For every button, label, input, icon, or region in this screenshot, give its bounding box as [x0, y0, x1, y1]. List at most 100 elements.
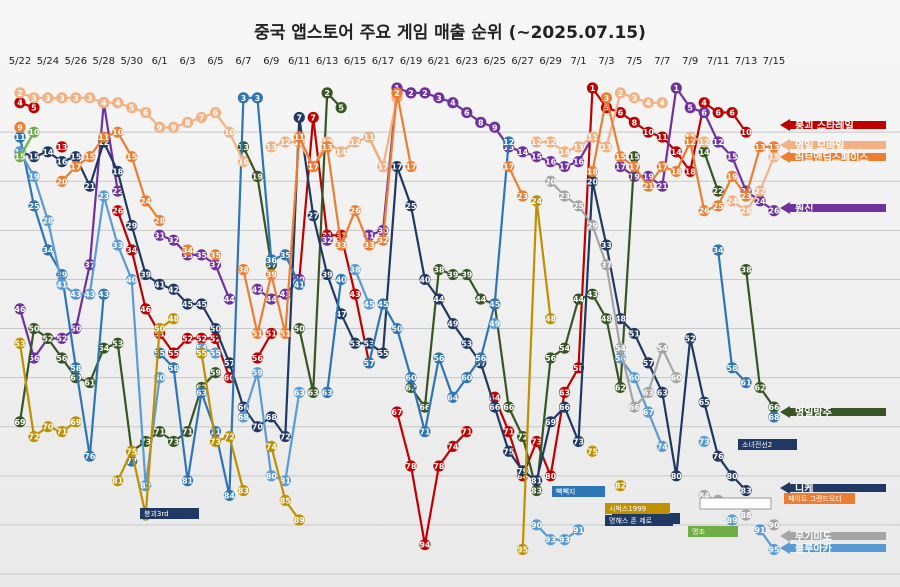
series-7: 9201715111015242834353851395111171333263… — [14, 87, 780, 340]
data-point — [531, 475, 543, 487]
data-point — [56, 141, 68, 153]
data-label: 66 — [489, 403, 501, 412]
data-point — [405, 372, 417, 384]
data-label: 52 — [182, 334, 193, 343]
data-point — [614, 106, 627, 119]
data-point — [670, 146, 682, 158]
data-label: 18 — [671, 167, 683, 176]
data-label: 58 — [168, 364, 180, 373]
data-label: 71 — [503, 428, 515, 437]
data-label: 35 — [210, 251, 222, 260]
data-label: 66 — [238, 403, 250, 412]
data-point — [698, 146, 710, 158]
x-tick-label: 6/3 — [180, 56, 196, 67]
data-label: 63 — [643, 388, 654, 397]
data-label: 84 — [699, 491, 711, 500]
data-label: 13 — [266, 143, 277, 152]
data-point — [628, 170, 640, 182]
data-point — [56, 278, 68, 290]
data-label: 60 — [224, 374, 236, 383]
data-point — [531, 519, 543, 531]
data-label: 33 — [112, 241, 123, 250]
data-point — [572, 293, 585, 305]
data-point — [628, 116, 640, 128]
data-point — [14, 337, 26, 349]
data-point — [14, 303, 26, 315]
data-point — [223, 126, 236, 138]
data-label: 68 — [238, 413, 250, 422]
x-tick-label: 5/30 — [120, 56, 142, 67]
data-point — [321, 234, 333, 246]
data-point — [503, 401, 515, 413]
data-point — [56, 426, 68, 438]
data-point — [265, 254, 277, 266]
data-label: 6 — [701, 109, 707, 118]
data-point — [237, 264, 250, 276]
data-point — [181, 475, 194, 487]
data-point — [531, 484, 543, 497]
data-point — [181, 426, 194, 438]
data-label: 26 — [350, 207, 362, 216]
legend-label: 명일 모바일 — [795, 139, 844, 152]
x-tick-label: 6/15 — [344, 56, 366, 67]
series-line — [549, 180, 678, 409]
data-point — [377, 347, 389, 359]
data-point — [740, 509, 752, 521]
data-label: 11 — [364, 133, 376, 142]
legend-arrow — [780, 406, 886, 418]
data-point — [335, 146, 347, 158]
data-label: 69 — [70, 418, 82, 427]
data-label: 78 — [433, 462, 445, 471]
series-line — [731, 156, 776, 212]
data-point — [195, 111, 208, 124]
data-label: 93 — [559, 536, 570, 545]
data-point — [544, 136, 557, 148]
data-label: 19 — [28, 172, 40, 181]
data-point — [768, 411, 780, 423]
data-label: 50 — [70, 325, 82, 334]
data-label: 51 — [280, 329, 292, 338]
data-label: 93 — [545, 536, 556, 545]
data-label: 69 — [545, 418, 557, 427]
data-point — [391, 87, 403, 99]
data-label: 76 — [84, 452, 96, 461]
data-point — [600, 141, 613, 153]
data-label: 22 — [112, 187, 123, 196]
data-point — [293, 111, 305, 124]
data-label: 58 — [727, 364, 739, 373]
series-0: 4513263446515552525260565140731314357677… — [14, 82, 752, 551]
data-point — [293, 278, 305, 290]
data-label: 39 — [266, 271, 278, 280]
data-label: 33 — [336, 241, 347, 250]
data-point — [391, 160, 403, 173]
data-point — [293, 386, 305, 398]
data-point — [70, 322, 82, 335]
annotation: 명조 — [688, 526, 738, 537]
data-label: 72 — [224, 433, 235, 442]
data-label: 3 — [604, 94, 610, 103]
data-point — [140, 195, 152, 207]
series-10: 5372707169817588504855737283748589952448… — [14, 195, 627, 556]
data-label: 4 — [450, 99, 456, 108]
data-label: 43 — [587, 290, 598, 299]
legend-arrow — [780, 139, 886, 151]
data-point — [98, 190, 110, 202]
data-point — [28, 102, 40, 114]
data-point — [698, 205, 710, 217]
data-label: 20 — [587, 177, 599, 186]
data-point — [740, 190, 752, 202]
data-label: 19 — [643, 172, 655, 181]
data-point — [572, 200, 585, 212]
data-point — [489, 298, 501, 310]
data-label: 14 — [699, 148, 711, 157]
data-point — [754, 141, 766, 153]
data-label: 15 — [14, 153, 26, 162]
data-label: 60 — [671, 374, 683, 383]
data-point — [614, 342, 627, 354]
data-point — [126, 151, 138, 163]
data-label: 50 — [154, 325, 166, 334]
data-point — [56, 92, 68, 104]
data-label: 22 — [713, 187, 724, 196]
data-label: 8 — [185, 118, 191, 127]
